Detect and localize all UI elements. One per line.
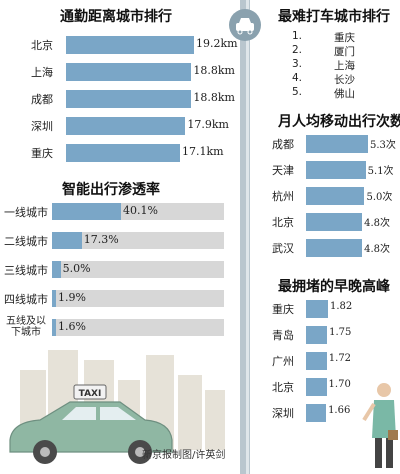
credit-text: 新京报制图/许英剑	[142, 450, 226, 461]
bar	[306, 352, 327, 370]
category-label: 三线城市	[4, 263, 48, 277]
rank-city: 长沙	[334, 74, 355, 86]
monthly-trips-chart: 月人均移动出行次数 成都 5.3次 天津 5.1次 杭州 5.0次 北京 4.8次 武汉 4.8次	[262, 105, 400, 265]
data-label: 1.75	[329, 327, 352, 338]
data-label: 4.8次	[364, 244, 391, 255]
data-label: 17.9km	[187, 118, 229, 131]
data-label: 5.3次	[370, 140, 396, 151]
bar	[306, 161, 366, 179]
rank-city: 厦门	[334, 46, 355, 58]
rank-number: 4.	[292, 72, 303, 84]
bar-track	[52, 319, 224, 336]
chart-title: 月人均移动出行次数	[278, 114, 400, 130]
category-label: 二线城市	[4, 234, 48, 248]
category-label: 北京	[272, 381, 294, 394]
data-label: 5.0%	[62, 261, 91, 275]
category-label: 成都	[31, 93, 53, 106]
data-label: 40.1%	[122, 203, 158, 217]
bar	[66, 63, 192, 81]
rank-city: 重庆	[334, 32, 355, 44]
data-label: 1.82	[330, 301, 353, 312]
bar	[52, 203, 121, 220]
data-label: 1.70	[328, 379, 351, 390]
bar	[306, 135, 368, 153]
bar	[306, 239, 363, 257]
rank-number: 1.	[292, 30, 303, 42]
data-label: 1.72	[328, 353, 352, 364]
category-label: 杭州	[272, 190, 294, 203]
category-label: 北京	[272, 216, 294, 229]
data-label: 4.8次	[364, 218, 391, 229]
person-with-briefcase-icon	[362, 383, 398, 468]
category-label: 深圳	[272, 407, 294, 420]
bar	[306, 404, 327, 422]
bar	[52, 261, 61, 278]
rank-city: 上海	[334, 60, 355, 72]
chart-title: 智能出行渗透率	[62, 182, 160, 198]
bar-track	[52, 290, 224, 307]
category-label: 北京	[31, 39, 53, 52]
data-label: 19.2km	[196, 37, 238, 50]
bar	[306, 300, 328, 318]
category-label: 四线城市	[4, 292, 48, 306]
road-divider	[240, 0, 250, 474]
taxi-sign-text: TAXI	[79, 389, 102, 399]
category-label: 成都	[272, 138, 294, 151]
data-label: 1.6%	[58, 319, 86, 333]
bar	[52, 319, 56, 336]
data-label: 18.8km	[193, 91, 235, 104]
data-label: 17.1km	[182, 145, 224, 158]
bar	[66, 36, 194, 54]
bar	[66, 144, 180, 162]
category-label: 重庆	[272, 303, 294, 316]
category-label: 广州	[272, 355, 294, 368]
category-label: 天津	[272, 164, 294, 177]
category-label: 上海	[31, 66, 53, 79]
bar	[52, 290, 56, 307]
category-label: 五线及以下城市	[6, 315, 46, 338]
category-label: 青岛	[272, 329, 294, 342]
category-label: 重庆	[31, 147, 53, 160]
smart-travel-penetration-chart: 智能出行渗透率 一线城市 40.1% 二线城市 17.3% 三线城市 5.0% 四线城市 1.…	[0, 175, 240, 338]
commute-distance-chart: 通勤距离城市排行 北京 19.2km 上海 18.8km 成都 18.8km 深圳 17.9k…	[0, 0, 240, 175]
peak-congestion-chart: 最拥堵的早晚高峰 重庆 1.82 青岛 1.75 广州 1.72 北京 1.70 深圳 1.66	[262, 272, 400, 432]
rank-number: 5.	[292, 86, 303, 98]
bar	[66, 90, 192, 108]
car-badge-icon	[229, 9, 261, 41]
road-center-line	[246, 0, 249, 474]
bar	[306, 213, 363, 231]
bar-track	[52, 261, 224, 278]
data-label: 17.3%	[83, 232, 119, 246]
taxi-sign-icon	[73, 384, 107, 400]
data-label: 1.9%	[58, 290, 86, 304]
city-taxi-illustration: TAXI	[9, 350, 225, 464]
taxi-car: TAXI	[9, 384, 173, 464]
data-label: 5.0次	[366, 192, 393, 203]
chart-title: 通勤距离城市排行	[60, 9, 172, 25]
rank-number: 2.	[292, 44, 303, 56]
bar-track	[52, 232, 224, 249]
bar	[66, 117, 186, 135]
chart-title: 最拥堵的早晚高峰	[278, 279, 390, 295]
rank-city: 佛山	[334, 88, 355, 100]
category-label: 一线城市	[4, 205, 48, 219]
rank-number: 3.	[292, 58, 303, 70]
hardest-taxi-ranking: 最难打车城市排行 1. 重庆 2. 厦门 3. 上海 4. 长沙 5. 佛山	[262, 0, 400, 110]
data-label: 5.1次	[367, 166, 394, 177]
category-label: 武汉	[272, 242, 294, 255]
bar	[306, 326, 328, 344]
data-label: 18.8km	[193, 64, 235, 77]
bar	[52, 232, 82, 249]
data-label: 1.66	[328, 405, 351, 416]
bar	[306, 378, 327, 396]
chart-title: 最难打车城市排行	[278, 9, 390, 25]
bar	[306, 187, 365, 205]
category-label: 深圳	[31, 120, 53, 133]
